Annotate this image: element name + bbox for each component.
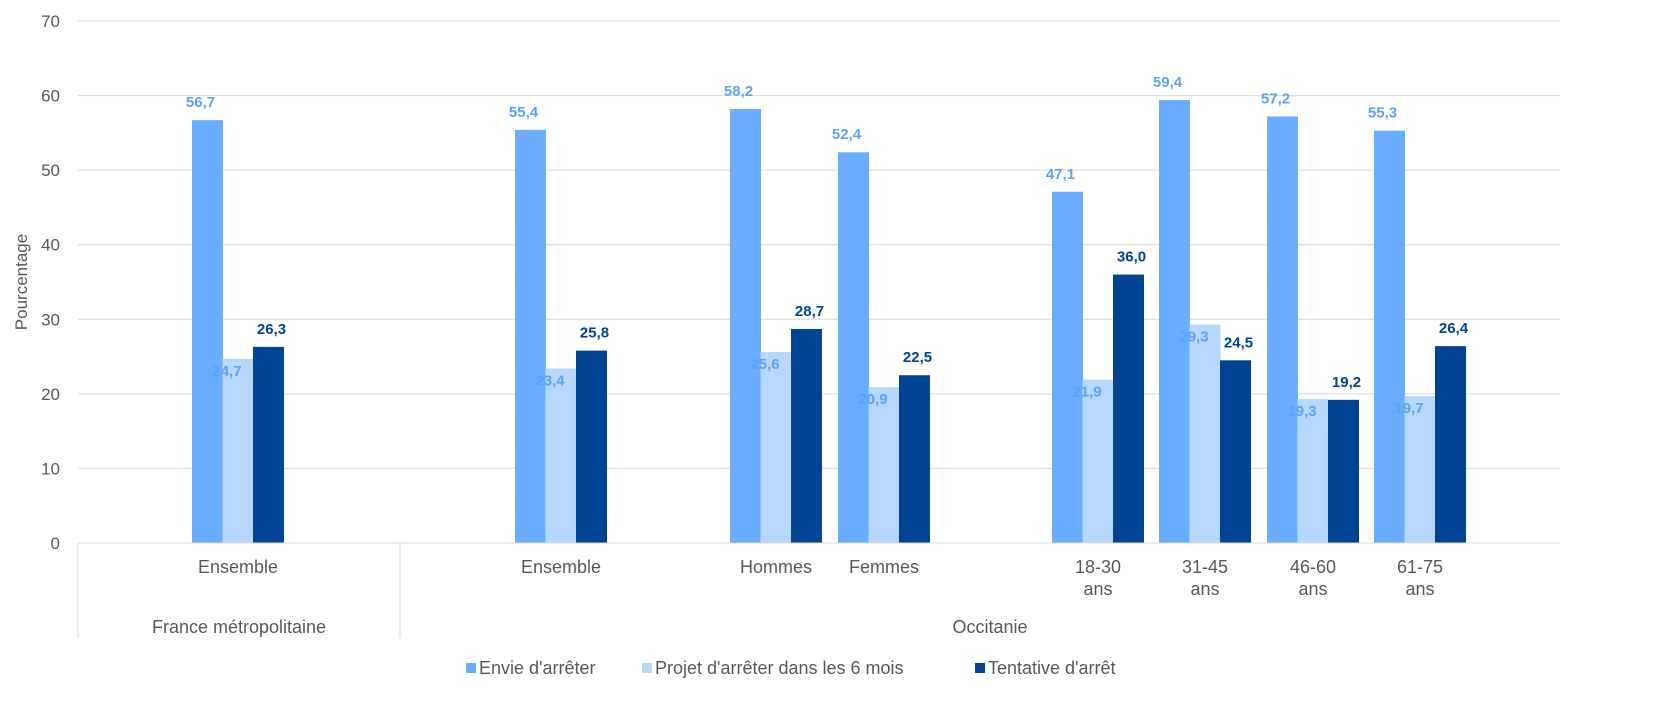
bar (1082, 379, 1114, 543)
bar (1374, 130, 1405, 543)
x-tick-label: Femmes (849, 557, 919, 577)
legend: Envie d'arrêter Projet d'arrêter dans les… (466, 658, 1116, 678)
y-tick-label: 40 (41, 236, 60, 255)
bar (868, 387, 900, 543)
data-label: 24,5 (1224, 334, 1253, 351)
x-axis: Ensemble Ensemble Hommes Femmes 18-30 ans 31-4… (77, 542, 1560, 638)
x-tick-label: 61-75 ans (1397, 557, 1443, 599)
x-tick-label: 18-30 ans (1075, 557, 1121, 599)
y-tick-label: 0 (51, 534, 60, 553)
bar (1297, 399, 1329, 543)
bar (253, 346, 284, 543)
bar (545, 368, 577, 543)
data-label: 26,4 (1439, 320, 1469, 337)
data-label: 47,1 (1046, 166, 1075, 183)
legend-swatch (975, 663, 985, 673)
data-label: 23,4 (535, 373, 565, 390)
x-group-label: Occitanie (952, 617, 1027, 637)
data-label: 19,3 (1287, 403, 1316, 420)
x-group-label: France métropolitaine (152, 617, 326, 637)
bar (515, 129, 546, 544)
y-tick-label: 30 (41, 310, 60, 329)
x-tick-label: Ensemble (198, 557, 278, 577)
legend-label: Tentative d'arrêt (988, 658, 1116, 678)
legend-label: Envie d'arrêter (479, 658, 596, 678)
legend-swatch (642, 663, 652, 673)
data-label: 58,2 (724, 83, 753, 100)
x-tick-label: 31-45 ans (1182, 557, 1228, 599)
data-label: 56,7 (186, 94, 215, 111)
bar (730, 108, 761, 543)
data-label: 55,4 (509, 104, 539, 121)
legend-label: Projet d'arrêter dans les 6 mois (655, 658, 904, 678)
y-tick-label: 50 (41, 161, 60, 180)
data-label: 55,3 (1368, 105, 1397, 122)
data-label: 20,9 (858, 391, 887, 408)
data-label: 36,0 (1117, 249, 1146, 266)
bar (1159, 100, 1190, 543)
data-label: 59,4 (1153, 74, 1183, 91)
bar (1404, 396, 1436, 543)
bar (1189, 324, 1221, 543)
y-tick-label: 20 (41, 385, 60, 404)
bar (222, 358, 254, 543)
bar (791, 328, 822, 543)
legend-swatch (466, 663, 476, 673)
data-label: 19,7 (1394, 400, 1423, 417)
x-tick-label: 46-60 ans (1290, 557, 1336, 599)
data-label: 19,2 (1332, 374, 1361, 391)
data-label: 26,3 (257, 321, 286, 338)
bar (1328, 399, 1359, 543)
bar (1052, 191, 1083, 544)
bar (1267, 116, 1298, 544)
y-tick-label: 70 (41, 12, 60, 31)
data-label: 25,8 (580, 325, 609, 342)
bar (1435, 346, 1466, 543)
y-axis-label: Pourcentage (12, 234, 31, 330)
y-tick-label: 10 (41, 459, 60, 478)
x-tick-label: Hommes (740, 557, 812, 577)
x-tick-label: Ensemble (521, 557, 601, 577)
data-label: 24,7 (212, 363, 241, 380)
y-tick-label: 60 (41, 87, 60, 106)
bar (1220, 360, 1251, 543)
data-label: 25,6 (750, 356, 779, 373)
bar (899, 375, 930, 543)
bar (760, 352, 792, 543)
bar (576, 350, 607, 543)
bars (192, 100, 1466, 544)
data-label: 21,9 (1072, 384, 1101, 401)
y-axis: 0 10 20 30 40 50 60 70 (41, 12, 60, 553)
data-label: 28,7 (795, 303, 824, 320)
bar (838, 152, 869, 543)
data-label: 57,2 (1261, 90, 1290, 107)
data-labels: 56,7 55,4 58,2 52,4 47,1 59,4 57,2 55,3 24,7 23,4… (186, 74, 1469, 420)
data-label: 29,3 (1179, 329, 1208, 346)
data-label: 22,5 (903, 349, 932, 366)
bar (192, 120, 223, 544)
data-label: 52,4 (832, 126, 862, 143)
bar (1113, 274, 1144, 543)
